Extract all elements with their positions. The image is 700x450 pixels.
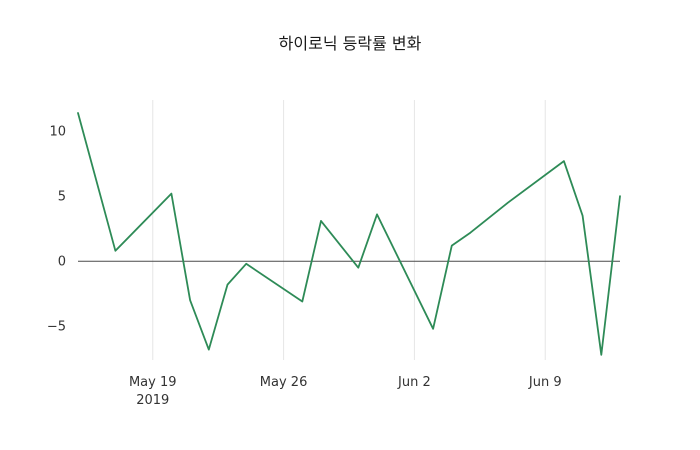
y-tick-label: 0: [58, 255, 66, 270]
y-tick-label: 10: [49, 125, 66, 140]
y-tick-label: 5: [58, 190, 66, 205]
x-tick-sublabel: 2019: [136, 393, 169, 408]
x-tick-label: May 26: [260, 375, 308, 390]
chart-title: 하이로닉 등락률 변화: [278, 34, 422, 53]
y-tick-label: −5: [47, 320, 66, 335]
x-tick-label: Jun 9: [528, 375, 562, 390]
x-tick-label: Jun 2: [397, 375, 431, 390]
x-tick-label: May 19: [129, 375, 177, 390]
series-line: [77, 112, 621, 356]
